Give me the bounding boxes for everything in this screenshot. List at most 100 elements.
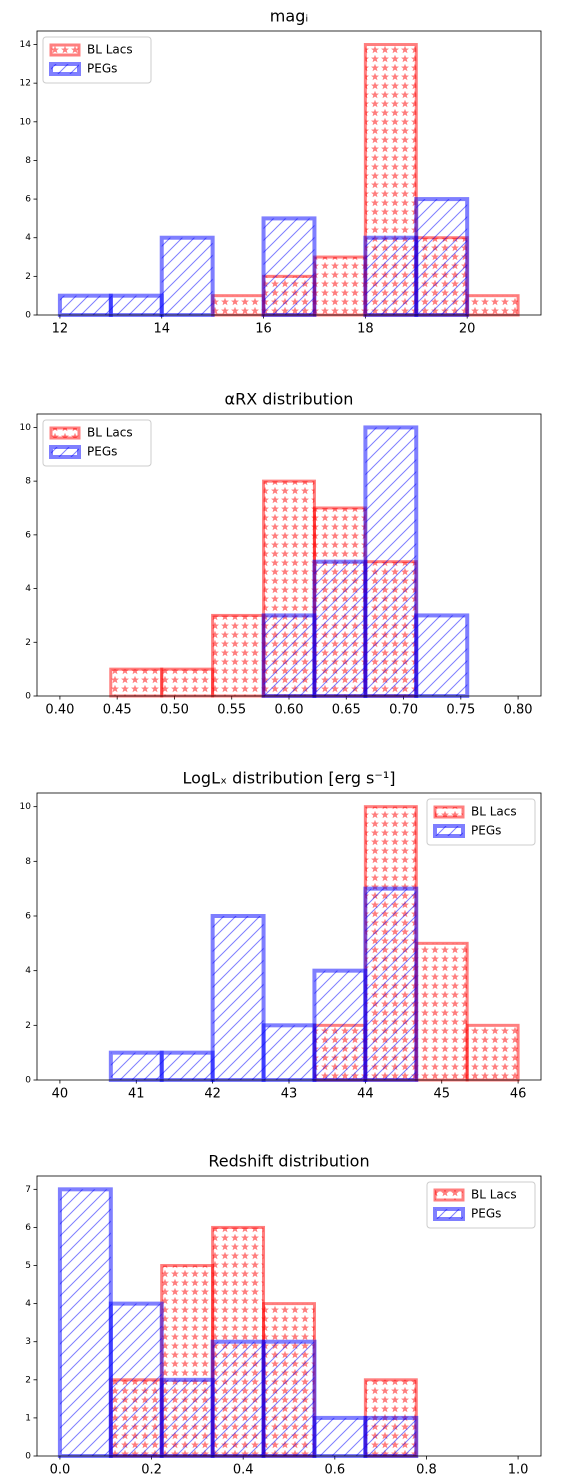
x-tick-label: 43	[281, 1087, 298, 1102]
x-tick-label: 14	[153, 322, 170, 337]
y-tick-label: 6	[25, 195, 31, 205]
bar	[210, 914, 266, 1082]
y-tick-label: 6	[25, 530, 31, 540]
y-tick-label: 6	[25, 912, 31, 922]
axes-frame	[36, 1175, 542, 1457]
bar	[465, 1023, 520, 1082]
x-tick-label: 0.80	[504, 703, 533, 718]
x-tick-label: 42	[204, 1087, 221, 1102]
y-tick-label: 8	[25, 477, 31, 487]
legend-label: PEGs	[471, 824, 501, 838]
bar	[363, 886, 419, 1083]
x-tick-label: 0.50	[160, 703, 189, 718]
y-tick-label: 10	[20, 423, 32, 433]
y-tick-label: 4	[25, 966, 31, 976]
x-tick-label: 0.75	[446, 703, 475, 718]
y-tick-label: 0	[25, 692, 31, 702]
chart-title: LogLₓ distribution [erg s⁻¹]	[182, 769, 395, 788]
bar	[312, 255, 367, 317]
bar	[363, 235, 419, 317]
bar	[414, 941, 469, 1082]
y-tick-label: 3	[25, 1337, 31, 1347]
x-tick-label: 16	[255, 322, 272, 337]
y-tick-label: 10	[20, 802, 32, 812]
y-tick-label: 1	[25, 1413, 31, 1423]
y-tick-label: 12	[20, 79, 31, 89]
legend-label: PEGs	[87, 62, 117, 76]
axes-frame	[36, 792, 542, 1081]
y-tick-label: 2	[25, 272, 31, 282]
bar	[261, 1023, 317, 1083]
y-tick-label: 0	[25, 1076, 31, 1086]
x-tick-label: 0.55	[217, 703, 246, 718]
x-tick-label: 44	[357, 1087, 374, 1102]
chart-title: αRX distribution	[225, 390, 354, 409]
bar	[159, 1377, 215, 1459]
legend-swatch	[49, 445, 81, 459]
legend-swatch	[433, 824, 465, 838]
bar	[57, 1187, 113, 1459]
bar	[160, 667, 215, 698]
y-tick-label: 4	[25, 233, 31, 243]
y-tick-label: 14	[20, 40, 32, 50]
legend-label: BL Lacs	[87, 43, 133, 57]
bar	[261, 613, 317, 699]
bar	[261, 216, 317, 318]
bar	[312, 1415, 368, 1459]
x-tick-label: 0.40	[45, 703, 74, 718]
bar	[159, 235, 215, 317]
x-tick-label: 41	[128, 1087, 145, 1102]
bar	[159, 1050, 215, 1082]
legend-swatch	[433, 1188, 465, 1202]
bar	[108, 1050, 164, 1082]
x-tick-label: 46	[510, 1087, 527, 1102]
bar	[363, 1415, 419, 1459]
bar	[211, 294, 266, 317]
x-tick-label: 0.6	[324, 1463, 345, 1478]
x-tick-label: 0.4	[233, 1463, 254, 1478]
y-tick-label: 7	[25, 1185, 31, 1195]
x-tick-label: 20	[459, 322, 476, 337]
x-tick-label: 1.0	[508, 1463, 529, 1478]
x-tick-label: 45	[433, 1087, 450, 1102]
y-tick-label: 6	[25, 1223, 31, 1233]
y-tick-label: 10	[20, 117, 32, 127]
bar	[57, 293, 113, 317]
y-tick-label: 0	[25, 1452, 31, 1462]
chart-title: magᵢ	[270, 7, 308, 26]
x-tick-label: 40	[52, 1087, 69, 1102]
y-tick-label: 2	[25, 1375, 31, 1385]
legend-swatch	[49, 62, 81, 76]
y-tick-label: 4	[25, 584, 31, 594]
x-tick-label: 0.45	[103, 703, 132, 718]
legend-swatch	[433, 1207, 465, 1221]
x-tick-label: 0.0	[50, 1463, 71, 1478]
y-tick-label: 5	[25, 1261, 31, 1271]
x-tick-label: 12	[52, 322, 69, 337]
y-tick-label: 2	[25, 1021, 31, 1031]
chart-title: Redshift distribution	[208, 1152, 369, 1171]
bar	[414, 197, 470, 317]
bar	[414, 613, 470, 699]
x-tick-label: 0.2	[141, 1463, 162, 1478]
legend-label: BL Lacs	[471, 805, 517, 819]
x-tick-label: 0.65	[332, 703, 361, 718]
bar	[108, 293, 164, 317]
bar	[211, 613, 266, 698]
y-tick-label: 4	[25, 1299, 31, 1309]
bar	[261, 1339, 317, 1458]
x-tick-label: 18	[357, 322, 374, 337]
bar	[210, 1339, 266, 1458]
axes-frame	[36, 30, 542, 316]
bar	[363, 425, 419, 698]
y-tick-label: 2	[25, 638, 31, 648]
legend-swatch	[433, 805, 465, 819]
y-tick-label: 0	[25, 311, 31, 321]
legend-label: BL Lacs	[87, 426, 133, 440]
y-tick-label: 8	[25, 156, 31, 166]
legend-label: PEGs	[471, 1207, 501, 1221]
x-tick-label: 0.8	[416, 1463, 437, 1478]
legend-swatch	[49, 426, 81, 440]
x-tick-label: 0.70	[389, 703, 418, 718]
